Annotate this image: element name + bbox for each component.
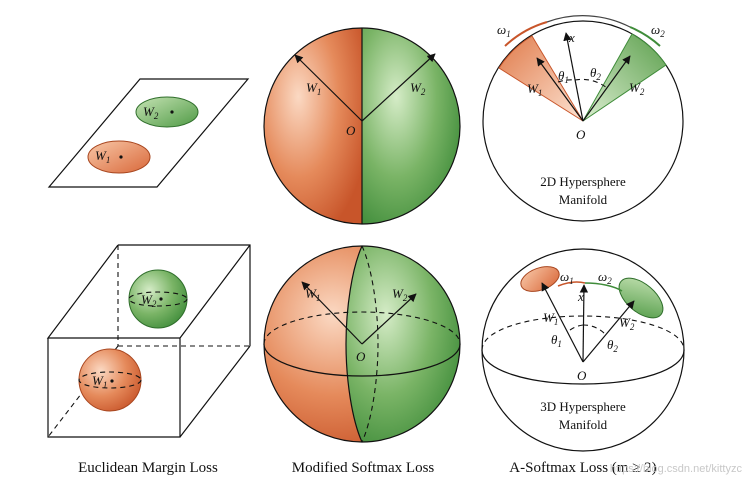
euclidean-3d-panel: W2 W1 xyxy=(46,244,251,438)
theta1-label-a: θ1 xyxy=(558,68,569,85)
w1-label-c: W1 xyxy=(306,80,321,97)
caption-euclidean: Euclidean Margin Loss xyxy=(78,460,218,476)
w2-cluster xyxy=(135,96,199,128)
w1-label-f: W1 xyxy=(543,310,558,327)
theta2-label-a: θ2 xyxy=(590,65,601,82)
w2-label-d: W2 xyxy=(392,286,408,303)
origin-label-e: O xyxy=(576,127,586,142)
caption-modified: Modified Softmax Loss xyxy=(292,460,435,476)
w1-label-e: W1 xyxy=(527,81,542,98)
omega1-label-a: ω1 xyxy=(497,22,511,39)
hypersphere-3d-title: 3D Hypersphere xyxy=(540,399,626,414)
orange-fan xyxy=(498,35,584,122)
hypersphere-3d-subtitle: Manifold xyxy=(559,417,608,432)
green-sphere-part xyxy=(346,246,460,442)
w1-sphere xyxy=(78,348,142,412)
orange-half xyxy=(264,28,362,224)
hypersphere-2d-title: 2D Hypersphere xyxy=(540,174,626,189)
omega1-label-b: ω1 xyxy=(560,269,574,286)
w1-label-d: W1 xyxy=(305,286,320,303)
w1-label-b: W1 xyxy=(92,373,107,390)
w2-label-b: W2 xyxy=(141,292,157,309)
green-half xyxy=(362,28,460,224)
modified-softmax-3d-panel: W1 W2 O xyxy=(263,245,461,443)
origin-label-c: O xyxy=(346,123,356,138)
w1-vector xyxy=(294,54,363,122)
w1-patch xyxy=(520,266,560,292)
w2-label-a: W2 xyxy=(143,104,159,121)
w1-cluster xyxy=(87,140,151,174)
w2-vector xyxy=(361,53,436,122)
omega2-label-b: ω2 xyxy=(598,269,612,286)
green-fan xyxy=(582,33,667,122)
watermark: https://blog.csdn.net/kittyzc xyxy=(610,463,743,475)
euclidean-2d-panel: W2 W1 xyxy=(47,78,250,188)
w2-label-c: W2 xyxy=(410,80,426,97)
origin-label-d: O xyxy=(356,349,366,364)
caption-asoftmax: A-Softmax Loss (m ≥ 2) xyxy=(509,460,656,476)
a-softmax-3d-panel: ω1 ω2 x W1 W2 θ1 θ2 O 3D Hypersphere Man… xyxy=(481,248,685,452)
w2-sphere xyxy=(128,269,188,329)
x-label-a: x xyxy=(568,30,575,45)
w2-label-f: W2 xyxy=(619,315,635,332)
theta1-label-b: θ1 xyxy=(551,332,562,349)
a-softmax-2d-panel: ω1 ω2 x W1 W2 θ1 θ2 O 2D Hypersphere Man… xyxy=(482,15,684,222)
w2-label-e: W2 xyxy=(629,80,645,97)
theta2-label-b: θ2 xyxy=(607,337,618,354)
omega2-label-a: ω2 xyxy=(651,22,665,39)
origin-label-f: O xyxy=(577,368,587,383)
hypersphere-2d-subtitle: Manifold xyxy=(559,192,608,207)
modified-softmax-2d-panel: W1 W2 O xyxy=(263,27,461,225)
plane xyxy=(47,78,250,188)
x-label-b: x xyxy=(577,289,584,304)
w1-label-a: W1 xyxy=(95,148,110,165)
